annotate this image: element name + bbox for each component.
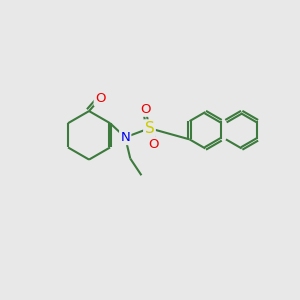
Text: O: O	[140, 103, 151, 116]
Text: O: O	[148, 138, 159, 151]
Text: S: S	[145, 121, 154, 136]
Text: O: O	[95, 92, 105, 105]
Text: N: N	[120, 131, 130, 144]
